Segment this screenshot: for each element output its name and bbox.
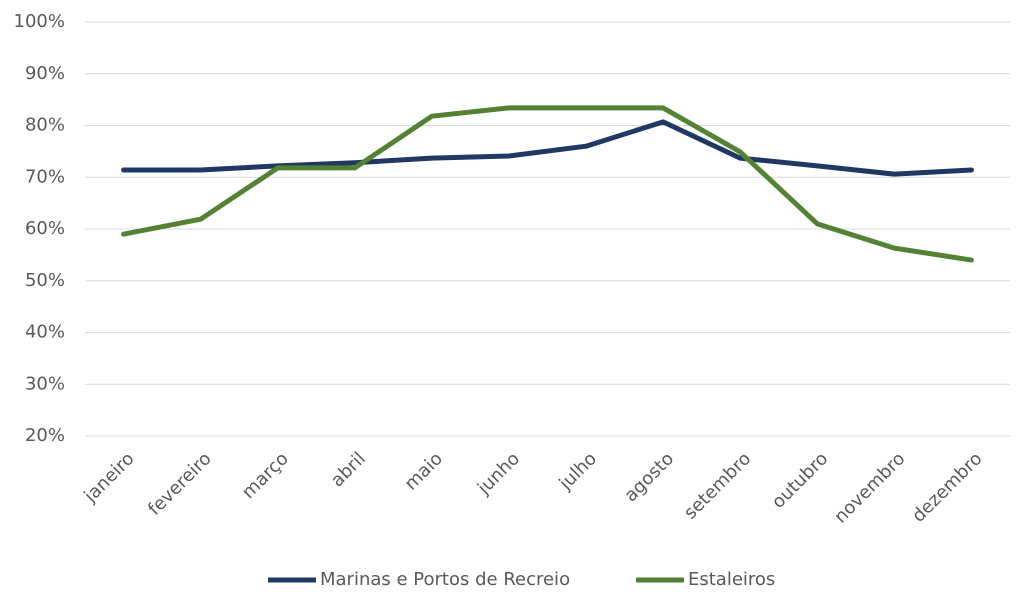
x-tick-label: fevereiro [144,448,216,520]
x-tick-label: abril [327,448,370,491]
y-tick-label: 50% [25,270,65,291]
y-tick-label: 100% [14,11,65,32]
x-tick-label: janeiro [80,448,139,507]
x-tick-label: julho [555,448,602,495]
x-tick-label: junho [473,448,524,499]
x-tick-label: dezembro [908,448,986,526]
x-tick-label: maio [401,448,447,494]
y-tick-label: 70% [25,166,65,187]
x-tick-label: outubro [768,448,833,513]
x-tick-label: março [238,448,293,503]
x-tick-label: agosto [620,448,678,506]
y-tick-label: 90% [25,63,65,84]
x-tick-label: setembro [680,448,755,523]
y-tick-label: 80% [25,115,65,136]
x-tick-label: novembro [830,448,909,527]
y-tick-label: 20% [25,425,65,446]
legend-label: Marinas e Portos de Recreio [320,569,570,590]
series-line [121,119,974,177]
y-tick-label: 60% [25,218,65,239]
series-line [121,105,974,263]
y-tick-label: 30% [25,373,65,394]
y-tick-label: 40% [25,322,65,343]
legend-label: Estaleiros [688,569,775,590]
